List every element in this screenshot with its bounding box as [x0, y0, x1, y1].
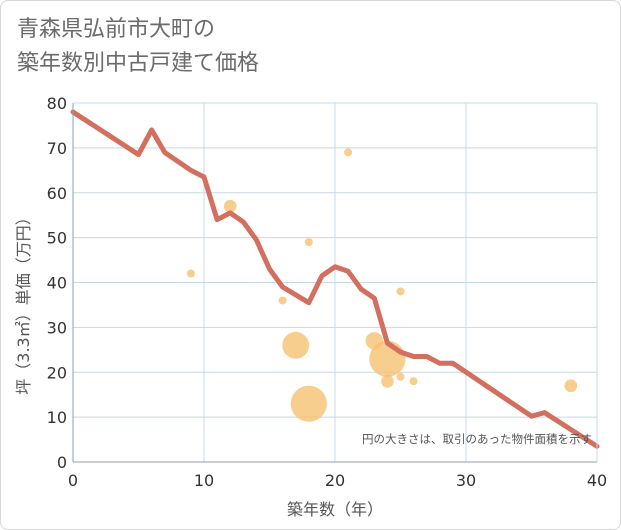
- chart-title-line-2: 築年数別中古戸建て価格: [17, 51, 260, 76]
- data-point-bubble: [304, 238, 313, 247]
- y-tick-label: 80: [47, 94, 67, 113]
- data-point-bubble: [409, 377, 418, 386]
- data-point-bubble: [564, 379, 578, 393]
- tick-labels: 0 10 20 30 40 0 10 20 30 40 50 60 70 80: [47, 94, 608, 490]
- axes: [72, 102, 598, 463]
- y-tick-label: 10: [47, 408, 67, 427]
- chart-title-line-1: 青森県弘前市大町の: [17, 17, 216, 42]
- x-tick-label: 0: [68, 471, 78, 490]
- data-point-bubble: [290, 385, 327, 422]
- data-point-bubble: [381, 374, 394, 388]
- chart-title: 青森県弘前市大町の 築年数別中古戸建て価格: [17, 13, 437, 81]
- data-point-bubble: [278, 296, 287, 305]
- y-tick-label: 0: [57, 453, 67, 472]
- data-point-bubble: [396, 287, 405, 296]
- y-tick-label: 20: [47, 363, 67, 382]
- bubble-size-note: 円の大きさは、取引のあった物件面積を示す: [362, 432, 592, 446]
- average-price-line: [70, 109, 600, 449]
- bubble-series: [186, 148, 578, 422]
- y-tick-label: 40: [47, 274, 67, 293]
- data-point-bubble: [344, 148, 353, 157]
- x-tick-label: 40: [587, 471, 607, 490]
- y-tick-label: 50: [47, 229, 67, 248]
- data-point-bubble: [396, 372, 405, 381]
- data-point-bubble: [365, 332, 383, 350]
- x-tick-label: 10: [194, 471, 214, 490]
- y-tick-label: 70: [47, 139, 67, 158]
- data-point-bubble: [282, 331, 310, 359]
- y-tick-label: 30: [47, 318, 67, 337]
- data-point-bubble: [186, 269, 195, 278]
- x-tick-label: 20: [325, 471, 345, 490]
- average-line-series: [70, 109, 600, 449]
- y-axis-title: 坪（3.3㎡）単価（万円）: [14, 209, 33, 394]
- x-tick-label: 30: [456, 471, 476, 490]
- y-tick-label: 60: [47, 184, 67, 203]
- data-point-bubble: [223, 199, 237, 213]
- x-axis-title: 築年数（年）: [287, 500, 383, 519]
